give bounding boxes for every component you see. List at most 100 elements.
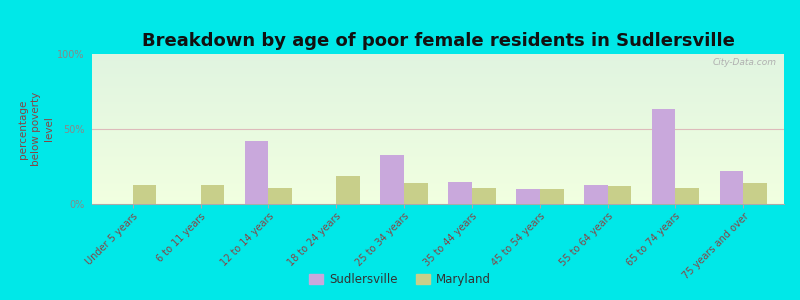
Bar [92, 108, 784, 109]
Bar [92, 192, 784, 193]
Bar [92, 103, 784, 104]
Bar [92, 81, 784, 82]
Bar [92, 200, 784, 201]
Bar [92, 100, 784, 101]
Bar [92, 88, 784, 89]
Text: City-Data.com: City-Data.com [713, 58, 777, 68]
Bar [201, 184, 224, 204]
Bar [92, 87, 784, 88]
Bar [92, 82, 784, 83]
Bar [92, 100, 784, 101]
Bar [92, 184, 784, 185]
Bar [743, 183, 767, 204]
Bar [92, 106, 784, 107]
Bar [92, 54, 784, 55]
Bar [92, 94, 784, 95]
Bar [92, 172, 784, 173]
Bar [404, 183, 428, 204]
Bar [92, 181, 784, 182]
Bar [92, 133, 784, 134]
Bar [336, 176, 360, 204]
Bar [92, 127, 784, 128]
Bar [92, 114, 784, 115]
Bar [92, 113, 784, 114]
Bar [92, 92, 784, 93]
Bar [92, 72, 784, 73]
Bar [92, 193, 784, 194]
Bar [92, 174, 784, 175]
Bar [92, 109, 784, 110]
Bar [92, 104, 784, 105]
Bar [92, 107, 784, 108]
Bar [92, 145, 784, 146]
Bar [92, 175, 784, 176]
Bar [268, 188, 292, 204]
Bar [92, 170, 784, 171]
Bar [92, 136, 784, 137]
Bar [92, 83, 784, 84]
Bar [92, 164, 784, 165]
Bar [92, 179, 784, 180]
Bar [92, 162, 784, 163]
Bar [92, 79, 784, 80]
Bar [245, 141, 268, 204]
Bar [92, 75, 784, 76]
Bar [92, 154, 784, 155]
Bar [92, 116, 784, 117]
Bar [92, 122, 784, 123]
Bar [92, 120, 784, 121]
Bar [540, 189, 563, 204]
Bar [675, 188, 699, 204]
Bar [92, 201, 784, 202]
Bar [92, 160, 784, 161]
Bar [133, 184, 157, 204]
Bar [92, 124, 784, 125]
Bar [92, 195, 784, 196]
Bar [92, 146, 784, 147]
Bar [448, 182, 472, 204]
Bar [92, 118, 784, 119]
Bar [92, 141, 784, 142]
Bar [516, 189, 540, 204]
Legend: Sudlersville, Maryland: Sudlersville, Maryland [305, 269, 495, 291]
Bar [92, 68, 784, 69]
Bar [92, 153, 784, 154]
Bar [92, 56, 784, 57]
Bar [92, 102, 784, 103]
Bar [92, 190, 784, 191]
Bar [92, 166, 784, 167]
Bar [92, 61, 784, 62]
Bar [92, 176, 784, 177]
Bar [92, 156, 784, 157]
Bar [92, 91, 784, 92]
Bar [92, 191, 784, 192]
Bar [92, 97, 784, 98]
Bar [92, 89, 784, 90]
Bar [92, 131, 784, 132]
Bar [92, 142, 784, 143]
Bar [92, 165, 784, 166]
Bar [608, 186, 631, 204]
Bar [92, 78, 784, 79]
Bar [92, 167, 784, 168]
Bar [92, 149, 784, 150]
Bar [92, 182, 784, 183]
Bar [92, 173, 784, 174]
Bar [92, 64, 784, 65]
Bar [92, 95, 784, 96]
Bar [92, 58, 784, 59]
Bar [92, 150, 784, 151]
Bar [92, 70, 784, 71]
Bar [92, 138, 784, 139]
Bar [92, 202, 784, 203]
Bar [92, 157, 784, 158]
Bar [92, 69, 784, 70]
Bar [92, 155, 784, 156]
Bar [92, 73, 784, 74]
Bar [92, 177, 784, 178]
Bar [92, 74, 784, 75]
Bar [92, 135, 784, 136]
Bar [92, 171, 784, 172]
Bar [92, 158, 784, 159]
Bar [92, 63, 784, 64]
